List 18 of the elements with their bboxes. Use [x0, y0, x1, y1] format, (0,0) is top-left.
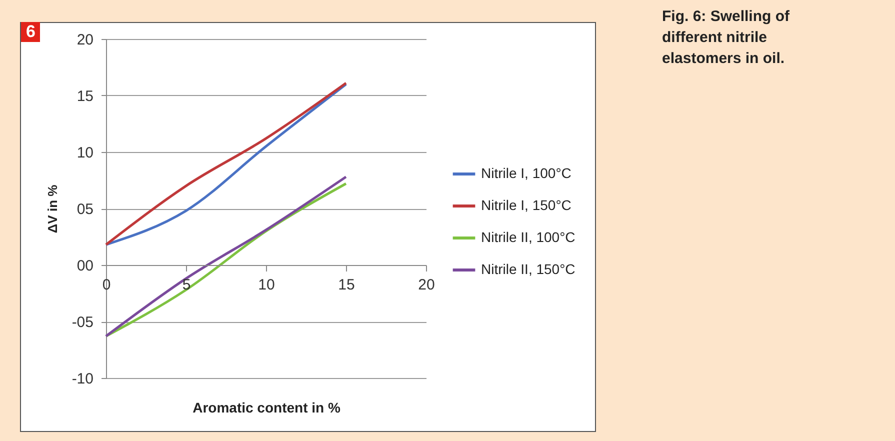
legend-label: Nitrile I, 100°C	[481, 165, 572, 182]
x-tick-label: 10	[258, 276, 275, 294]
legend-label: Nitrile II, 100°C	[481, 229, 576, 246]
y-tick-label: 00	[76, 258, 94, 274]
text: Fig. 6: Swelling of different nitrile elastomers in oil.	[662, 7, 790, 69]
text: 6	[21, 22, 40, 42]
x-axis-title: Aromatic content in %	[192, 400, 341, 416]
x-tick-label: 20	[418, 276, 435, 294]
y-tick-label: 15	[76, 88, 94, 105]
y-tick-label: 20	[76, 32, 94, 48]
legend-label: Nitrile I, 150°C	[481, 197, 572, 214]
y-tick-label: -05	[72, 314, 94, 331]
legend-label: Nitrile II, 150°C	[481, 261, 576, 278]
y-tick-label: 10	[76, 144, 94, 162]
x-tick-label: 15	[338, 276, 355, 294]
y-axis-title: ΔV in %	[44, 184, 60, 234]
y-tick-label: -10	[72, 370, 94, 388]
y-tick-label: 05	[76, 201, 94, 218]
